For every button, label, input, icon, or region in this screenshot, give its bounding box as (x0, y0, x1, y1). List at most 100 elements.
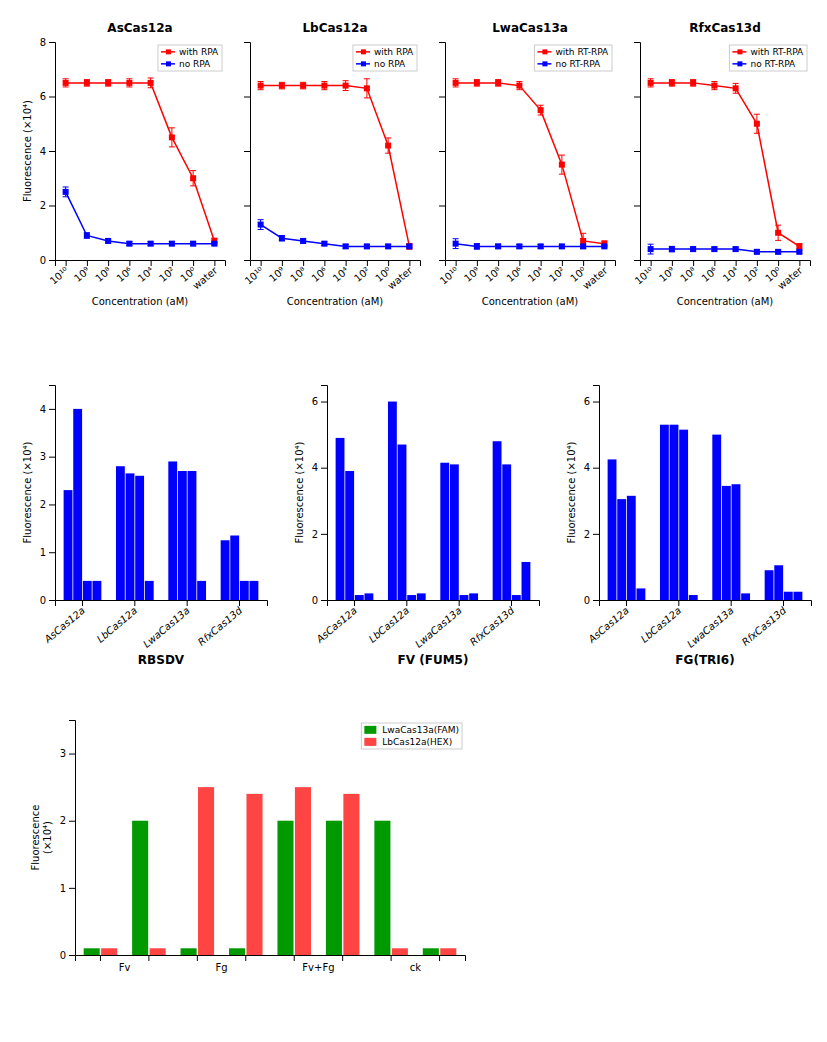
x-tick-mark (294, 955, 295, 961)
error-bar (385, 138, 391, 153)
error-bar (516, 82, 522, 90)
line-chart: 10¹⁰10⁹10⁸10⁶10⁴10²10⁰waterLwaCas13aConc… (438, 21, 616, 307)
x-tick: AsCas12a (585, 600, 631, 645)
y-tick-label: 0 (40, 595, 46, 606)
bar (230, 536, 239, 601)
y-tick-mark (634, 151, 640, 152)
y-tick-label: 4 (312, 462, 318, 473)
error-bar (343, 81, 349, 91)
error-bar-cap (258, 219, 264, 220)
series-line (456, 83, 605, 244)
x-tick-label: 10⁶ (505, 265, 525, 284)
series-line (66, 192, 215, 244)
bar (364, 593, 373, 600)
y-tick-mark (244, 260, 250, 261)
y-axis-title-line: (×10⁴) (42, 821, 53, 854)
plot-area (336, 402, 531, 600)
bar (84, 948, 100, 955)
x-tick: 10⁸ (93, 260, 113, 284)
y-tick-mark (244, 151, 250, 152)
legend-marker (542, 61, 547, 66)
plot-area (258, 79, 413, 250)
x-tick: ck (391, 955, 421, 973)
point (63, 189, 69, 195)
y-tick: 4 (312, 462, 327, 473)
point (385, 143, 391, 149)
x-tick-mark (562, 260, 563, 266)
bar (198, 787, 214, 955)
legend-box (353, 45, 417, 71)
error-bar (775, 225, 781, 240)
y-tick: 0 (40, 595, 55, 606)
x-tick: LbCas12a (639, 600, 684, 645)
bar (660, 425, 669, 600)
x-tick-label: 10¹⁰ (438, 265, 461, 287)
y-axis: 02468 (40, 37, 56, 266)
bar (336, 438, 345, 600)
line-chart: 10¹⁰10⁹10⁸10⁶10⁴10²10⁰waterLbCas12aConce… (243, 21, 421, 307)
x-tick-mark (672, 260, 673, 266)
y-tick-label: 6 (584, 396, 590, 407)
x-tick-mark (193, 260, 194, 266)
error-bar (126, 79, 132, 87)
x-tick (148, 955, 149, 961)
x-tick-mark (324, 260, 325, 266)
y-tick-mark (49, 600, 55, 601)
legend-item: no RPA (161, 59, 211, 69)
x-axis: AsCas12aLbCas12aLwaCas13aRfxCas13d (313, 600, 539, 650)
y-tick-label: 0 (40, 255, 46, 266)
y-axis (244, 43, 251, 261)
x-tick-mark (82, 600, 83, 606)
y-axis-line (593, 386, 600, 601)
point (775, 230, 781, 236)
error-bar-cap (648, 244, 654, 245)
legend: with RT-RPAno RT-RPA (534, 45, 612, 71)
x-tick-mark (151, 260, 152, 266)
x-tick: LwaCas13a (413, 600, 464, 650)
bar (343, 794, 359, 955)
error-bar-cap (648, 86, 654, 87)
legend-box (534, 45, 612, 71)
point (453, 80, 459, 86)
point (105, 238, 111, 244)
x-tick: Fg (197, 955, 227, 973)
x-tick-mark (651, 260, 652, 266)
x-tick-mark (303, 260, 304, 266)
error-bar-cap (711, 81, 717, 82)
legend-label: LwaCas13a(FAM) (382, 725, 459, 735)
legend-label: no RT-RPA (750, 59, 796, 69)
x-tick-mark (391, 955, 392, 961)
y-tick-label: 0 (584, 595, 590, 606)
x-tick-label: 10⁸ (678, 265, 698, 284)
y-tick-mark (49, 457, 55, 458)
x-tick: 10⁹ (657, 260, 677, 284)
point (733, 246, 739, 252)
legend-marker (737, 49, 742, 54)
bar (636, 588, 645, 600)
y-tick: 3 (40, 451, 55, 462)
x-tick-label: Fv (119, 962, 131, 973)
y-tick: 0 (60, 950, 75, 961)
y-tick-label: 2 (60, 815, 66, 826)
y-axis-title-line: Fluorescence (×10⁴) (22, 100, 33, 202)
x-axis: AsCas12aLbCas12aLwaCas13aRfxCas13d (585, 600, 811, 650)
x-tick (342, 955, 343, 961)
error-bar (279, 82, 285, 89)
error-bar (474, 244, 480, 249)
y-tick-mark (593, 534, 599, 535)
legend-label: no RT-RPA (555, 59, 601, 69)
x-tick-label: 10⁸ (288, 265, 308, 284)
y-tick-mark (69, 821, 75, 822)
y-axis-title: Fluorescence (×10⁴) (22, 441, 33, 543)
legend-marker (166, 49, 171, 54)
error-bar-cap (63, 78, 69, 79)
x-tick-mark (714, 260, 715, 266)
bar (423, 948, 439, 955)
error-bar-cap (453, 238, 459, 239)
error-bar-cap (453, 78, 459, 79)
error-bar (453, 79, 459, 87)
error-bar-cap (63, 86, 69, 87)
y-tick (634, 97, 640, 98)
x-tick: 10⁸ (483, 260, 503, 284)
y-axis-title-line: Fluorescence (30, 805, 41, 871)
